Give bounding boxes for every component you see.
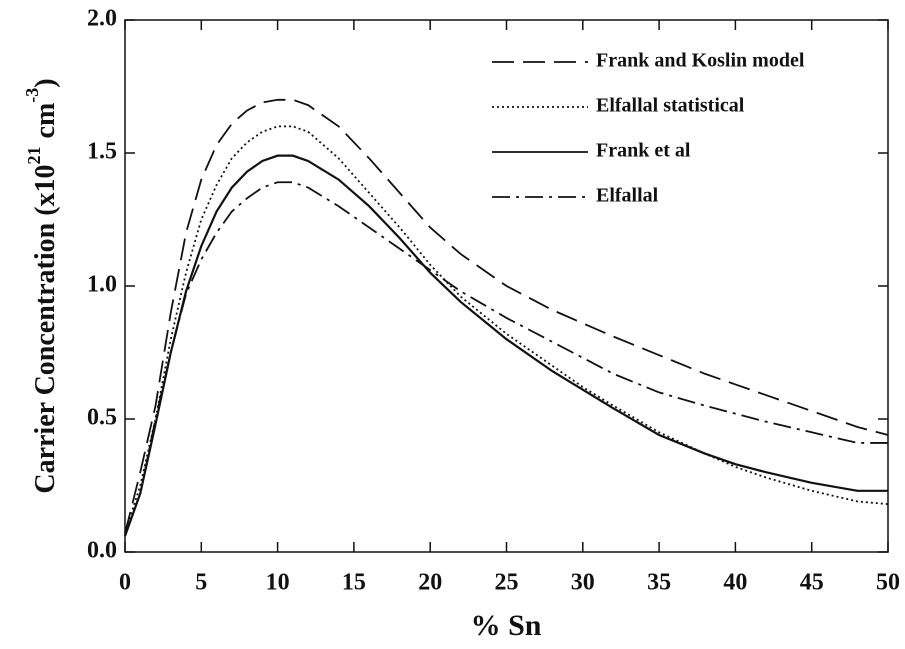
y-label-part: Carrier Concentration (x10	[30, 164, 61, 493]
x-tick-label: 20	[418, 570, 442, 596]
legend-label: Frank et al	[596, 140, 691, 162]
series-line	[124, 125, 889, 534]
x-tick-label: 5	[195, 570, 207, 596]
series-line	[124, 98, 889, 534]
x-tick-label: 45	[800, 570, 824, 596]
y-tick-label: 0.0	[87, 538, 117, 564]
y-label-part: -3	[22, 88, 42, 103]
legend-label: Elfallal statistical	[596, 95, 745, 117]
x-tick-label: 35	[647, 570, 671, 596]
x-tick-label: 0	[119, 570, 131, 596]
y-label-part: cm	[30, 103, 61, 139]
series-line	[124, 181, 888, 537]
y-tick-label: 2.0	[87, 6, 117, 32]
x-axis-label: % Sn	[471, 609, 542, 642]
y-label-part: )	[30, 78, 61, 87]
x-tick-label: 40	[723, 570, 747, 596]
y-tick-label: 1.0	[87, 272, 117, 298]
series-line	[123, 154, 888, 537]
x-tick-label: 30	[571, 570, 595, 596]
legend-label: Frank and Koslin model	[596, 50, 805, 72]
legend-label: Elfallal	[596, 185, 659, 207]
y-tick-label: 0.5	[87, 405, 117, 431]
y-tick-label: 1.5	[87, 139, 117, 165]
y-axis-label: Carrier Concentration (x1021 cm-3)	[22, 78, 61, 493]
x-tick-label: 50	[876, 570, 900, 596]
x-tick-label: 15	[342, 570, 366, 596]
x-tick-label: 25	[495, 570, 519, 596]
y-label-part: 21	[24, 146, 44, 164]
x-tick-label: 10	[266, 570, 290, 596]
